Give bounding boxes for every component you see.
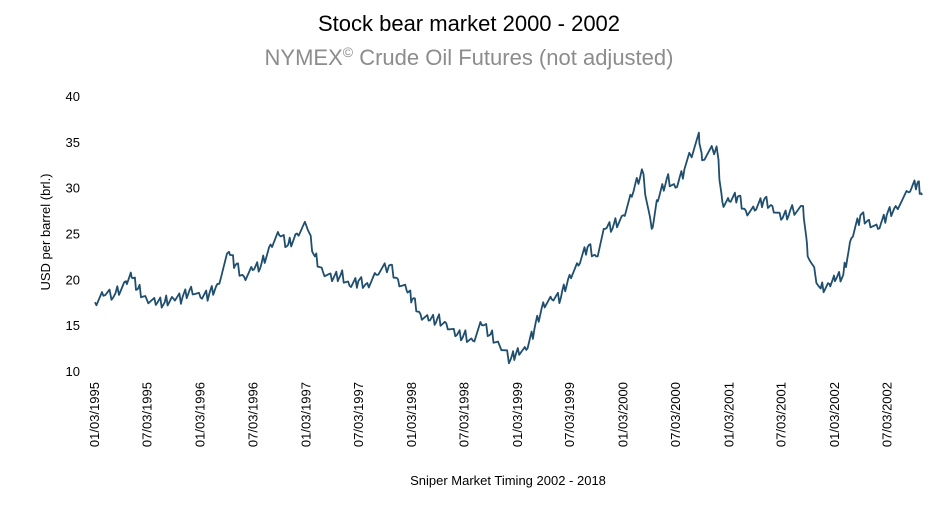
x-tick-label: 07/03/1996 bbox=[245, 382, 260, 447]
x-tick-label: 07/03/2002 bbox=[879, 382, 894, 447]
x-tick-label: 07/03/2000 bbox=[668, 382, 683, 447]
subtitle-rest: Crude Oil Futures (not adjusted) bbox=[353, 45, 673, 70]
x-tick-label: 01/03/1998 bbox=[404, 382, 419, 447]
chart-subtitle: NYMEX© Crude Oil Futures (not adjusted) bbox=[265, 44, 674, 70]
x-tick-label: 07/03/1997 bbox=[351, 382, 366, 447]
x-axis-ticks: 01/03/1995 07/03/1995 01/03/1996 07/03/1996… bbox=[87, 382, 894, 447]
x-tick-label: 07/03/1995 bbox=[139, 382, 154, 447]
x-tick-label: 01/03/1997 bbox=[299, 382, 314, 447]
x-tick-label: 01/03/1999 bbox=[510, 382, 525, 447]
y-tick-label: 10 bbox=[66, 364, 80, 379]
x-tick-label: 01/03/2001 bbox=[721, 382, 736, 447]
x-tick-label: 07/03/2001 bbox=[774, 382, 789, 447]
chart-title: Stock bear market 2000 - 2002 bbox=[318, 11, 620, 36]
subtitle-copyright-symbol: © bbox=[343, 44, 354, 60]
y-axis-label: USD per barrel (brl.) bbox=[38, 173, 53, 290]
series-line bbox=[94, 131, 923, 365]
x-tick-label: 07/03/1998 bbox=[457, 382, 472, 447]
y-tick-label: 35 bbox=[66, 135, 80, 150]
y-tick-label: 15 bbox=[66, 318, 80, 333]
x-tick-label: 01/03/1995 bbox=[87, 382, 102, 447]
y-tick-label: 25 bbox=[66, 227, 80, 242]
subtitle-main: NYMEX bbox=[265, 45, 344, 70]
y-axis-ticks: 10 15 20 25 30 35 40 bbox=[66, 89, 80, 379]
y-tick-label: 40 bbox=[66, 89, 80, 104]
x-tick-label: 07/03/1999 bbox=[562, 382, 577, 447]
plot-area bbox=[94, 131, 923, 365]
x-tick-label: 01/03/1996 bbox=[193, 382, 208, 447]
y-tick-label: 30 bbox=[66, 181, 80, 196]
y-tick-label: 20 bbox=[66, 272, 80, 287]
x-axis-label: Sniper Market Timing 2002 - 2018 bbox=[410, 473, 606, 488]
x-tick-label: 01/03/2000 bbox=[615, 382, 630, 447]
x-tick-label: 01/03/2002 bbox=[827, 382, 842, 447]
